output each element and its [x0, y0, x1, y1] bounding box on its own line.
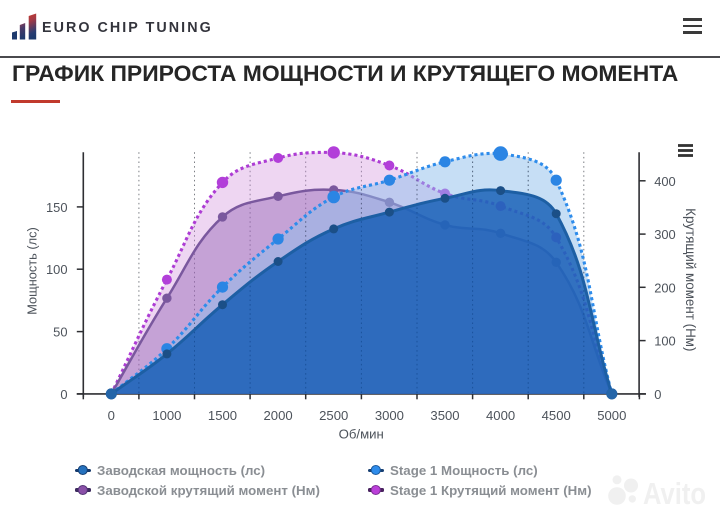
svg-text:0: 0 [60, 387, 67, 402]
svg-text:1500: 1500 [208, 408, 237, 423]
svg-text:100: 100 [654, 334, 676, 349]
svg-text:100: 100 [46, 262, 68, 277]
svg-text:Об/мин: Об/мин [339, 427, 384, 442]
svg-text:2500: 2500 [319, 408, 348, 423]
svg-text:150: 150 [46, 200, 68, 215]
svg-text:Мощность (лс): Мощность (лс) [25, 227, 40, 315]
svg-text:0: 0 [108, 408, 115, 423]
svg-text:2000: 2000 [264, 408, 293, 423]
svg-text:Крутящий момент (Нм): Крутящий момент (Нм) [683, 208, 698, 351]
svg-text:4500: 4500 [542, 408, 571, 423]
svg-text:0: 0 [654, 387, 661, 402]
svg-text:5000: 5000 [597, 408, 626, 423]
svg-text:Avito: Avito [643, 477, 706, 511]
svg-text:50: 50 [53, 325, 67, 340]
svg-text:300: 300 [654, 227, 676, 242]
svg-text:200: 200 [654, 280, 676, 295]
svg-text:1000: 1000 [152, 408, 181, 423]
svg-text:4000: 4000 [486, 408, 515, 423]
svg-text:3500: 3500 [430, 408, 459, 423]
svg-text:3000: 3000 [375, 408, 404, 423]
svg-text:400: 400 [654, 174, 676, 189]
